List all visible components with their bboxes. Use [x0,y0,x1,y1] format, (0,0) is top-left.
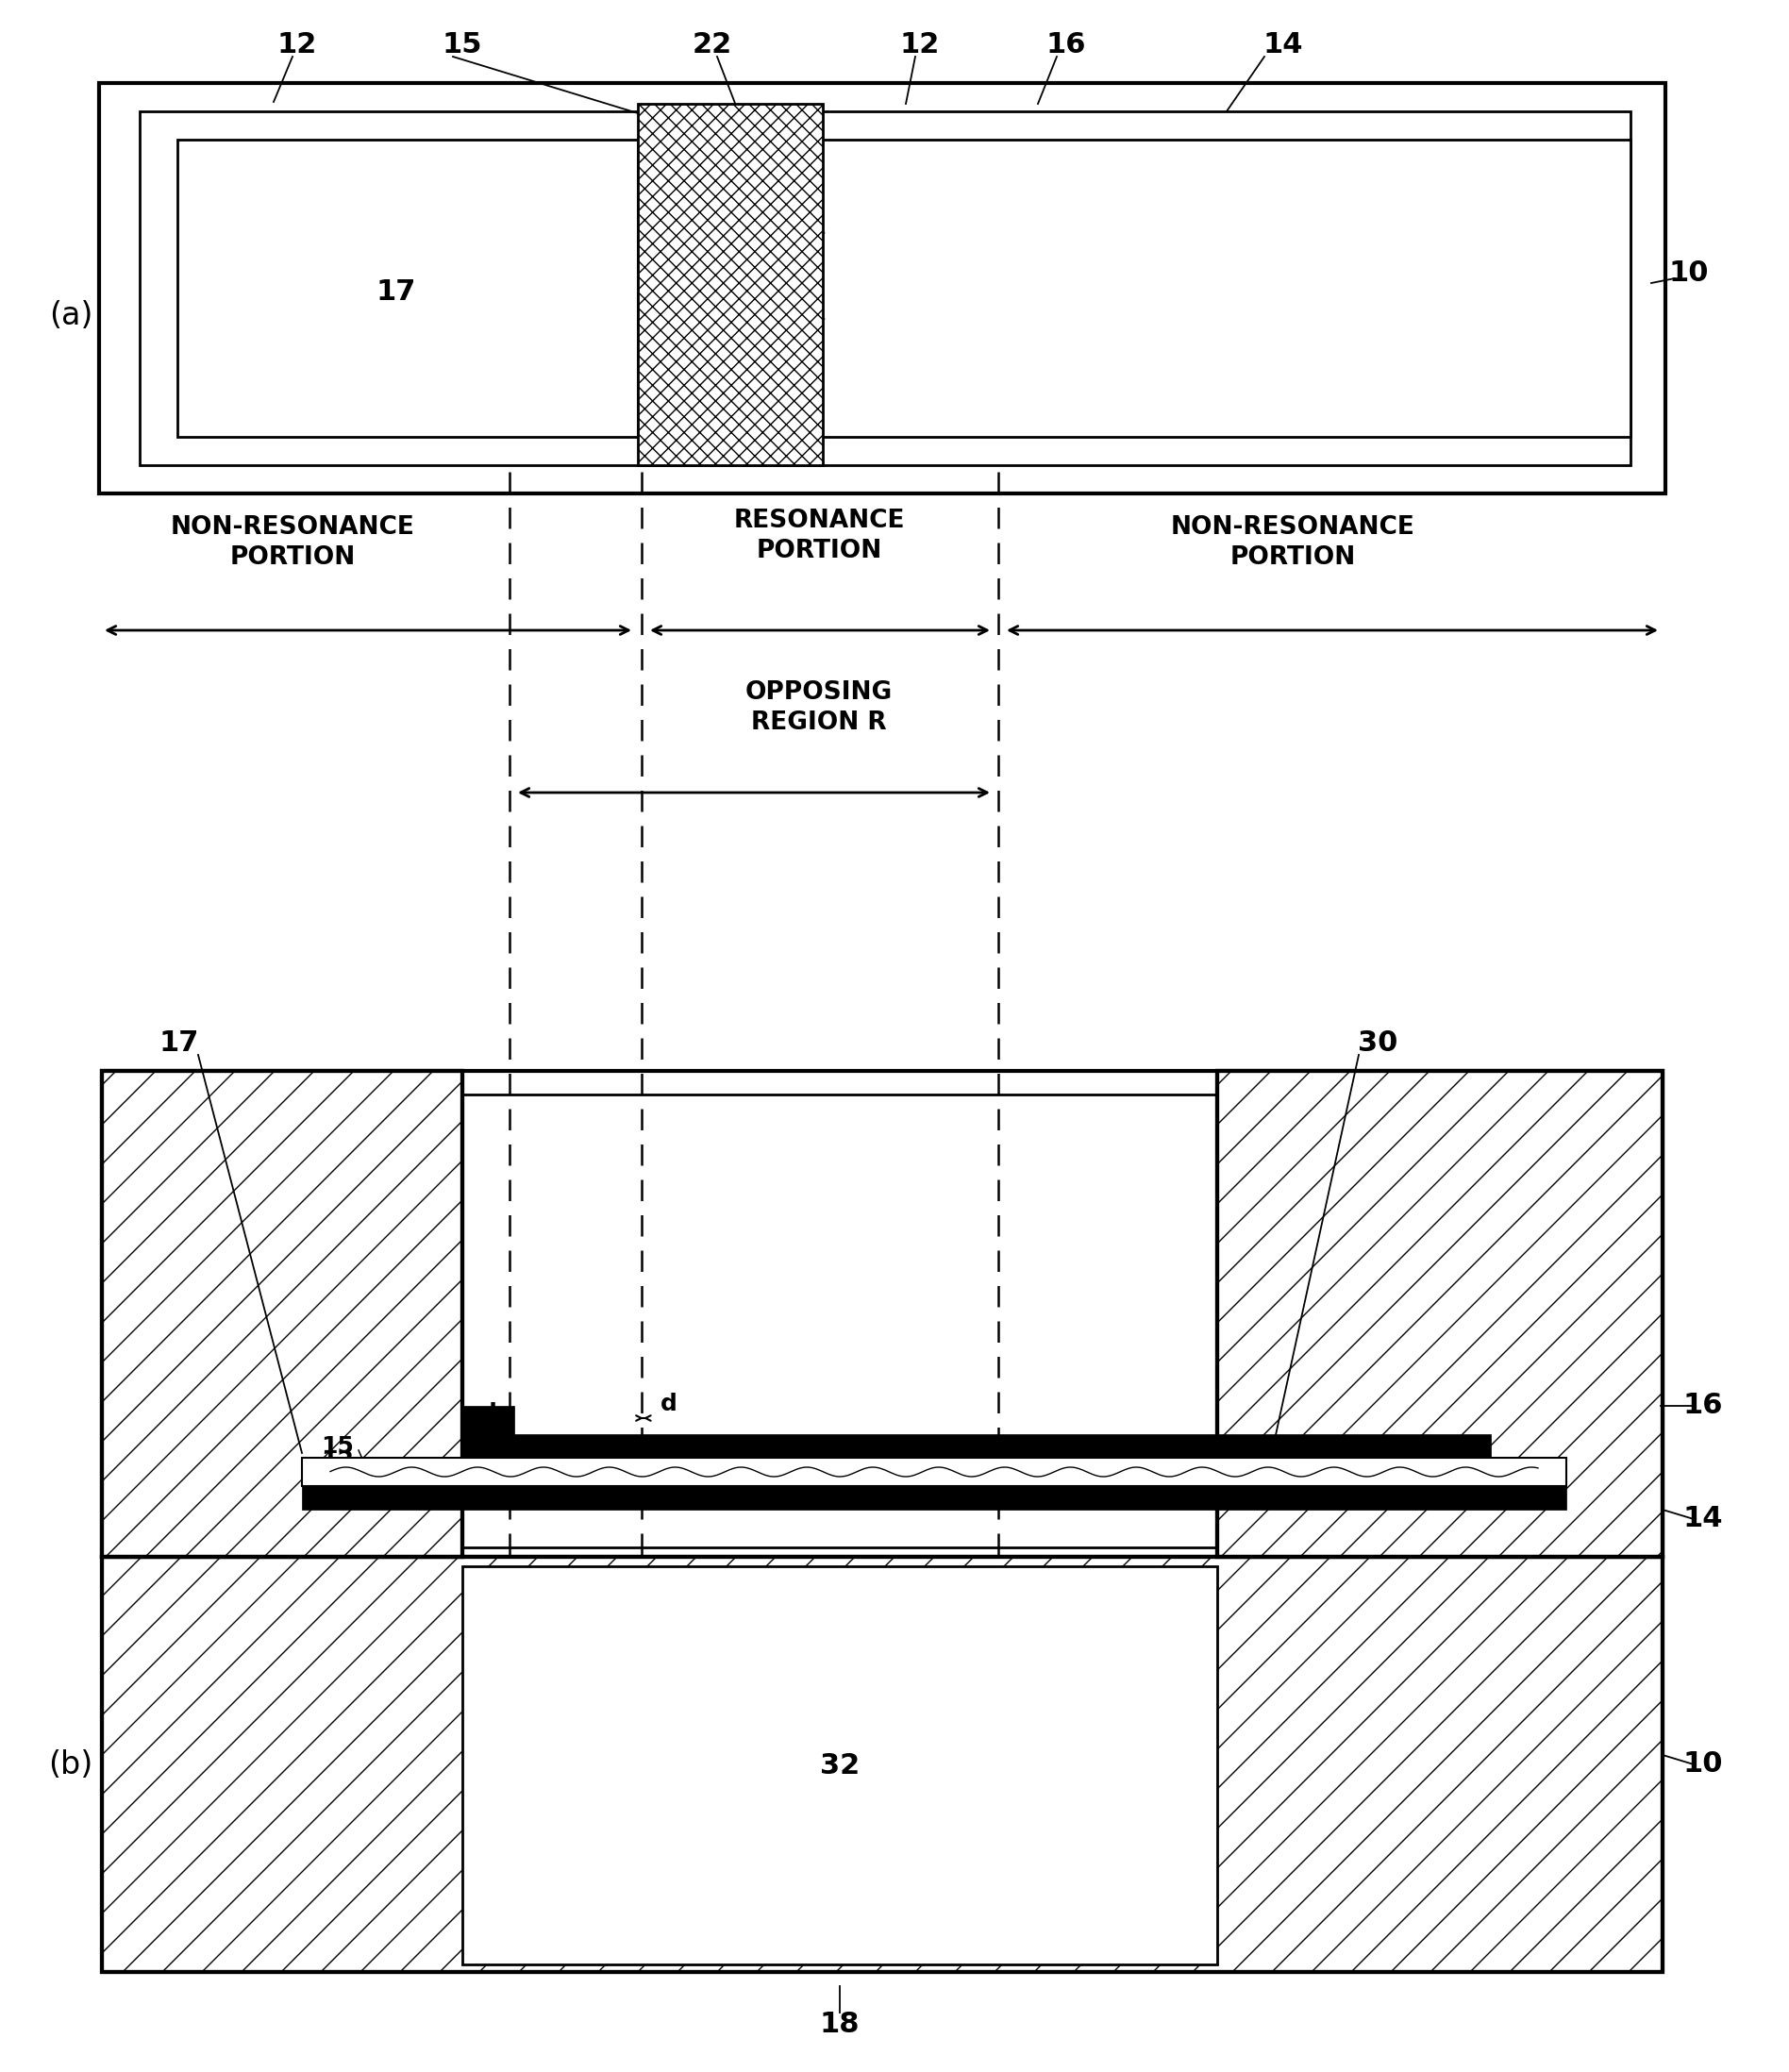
Text: 10: 10 [1669,259,1708,288]
Text: 15: 15 [322,1436,354,1459]
Text: 10: 10 [1683,1751,1723,1778]
Text: (a): (a) [48,300,93,332]
Bar [462,1566,1217,1964]
Bar [140,112,1630,464]
Text: NON-RESONANCE
PORTION: NON-RESONANCE PORTION [1170,516,1415,570]
Text: d: d [660,1392,676,1415]
Text: 12: 12 [900,31,939,58]
Bar [177,139,639,437]
Text: RESONANCE
PORTION: RESONANCE PORTION [733,508,905,564]
Bar [102,1071,462,1556]
Bar [302,1459,1567,1486]
Bar [821,139,1630,437]
Text: 14: 14 [1683,1506,1723,1533]
Bar [639,104,823,464]
Bar [102,1556,1662,1973]
Text: (b): (b) [48,1749,93,1780]
Text: 30: 30 [1358,1030,1397,1057]
Bar [462,1407,513,1459]
Bar [140,1094,1621,1548]
Text: 18: 18 [819,2010,861,2037]
Text: 22: 22 [692,31,732,58]
Bar [102,1556,1662,1973]
Text: OPPOSING
REGION R: OPPOSING REGION R [746,680,893,736]
Text: NON-RESONANCE
PORTION: NON-RESONANCE PORTION [170,516,415,570]
Text: 15: 15 [442,31,483,58]
Bar [1217,1071,1662,1556]
Text: 16: 16 [1047,31,1086,58]
Bar [98,83,1666,493]
Bar [302,1486,1567,1510]
Text: 17: 17 [159,1030,199,1057]
Bar [1217,1071,1662,1556]
Bar [462,1434,1490,1459]
Text: d: d [479,1403,497,1426]
Text: 12: 12 [322,1448,354,1471]
Text: 17: 17 [376,280,417,307]
Bar [102,1071,462,1556]
Text: 12: 12 [277,31,317,58]
Text: 16: 16 [1683,1392,1723,1419]
Text: 32: 32 [819,1751,861,1780]
Bar [102,1071,1662,1556]
Text: 14: 14 [1263,31,1304,58]
